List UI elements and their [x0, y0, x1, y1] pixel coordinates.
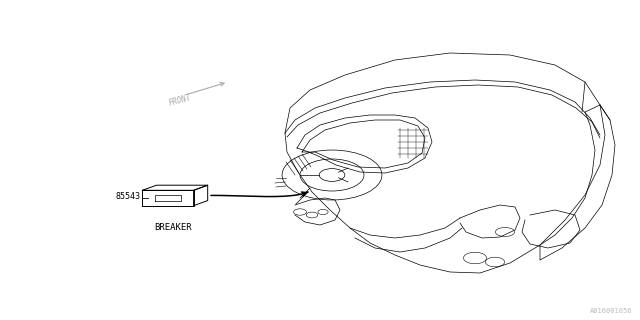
Text: A816001056: A816001056: [590, 308, 632, 314]
Text: FRONT: FRONT: [168, 92, 193, 108]
Text: BREAKER: BREAKER: [154, 223, 192, 232]
Text: 85543: 85543: [115, 192, 140, 201]
